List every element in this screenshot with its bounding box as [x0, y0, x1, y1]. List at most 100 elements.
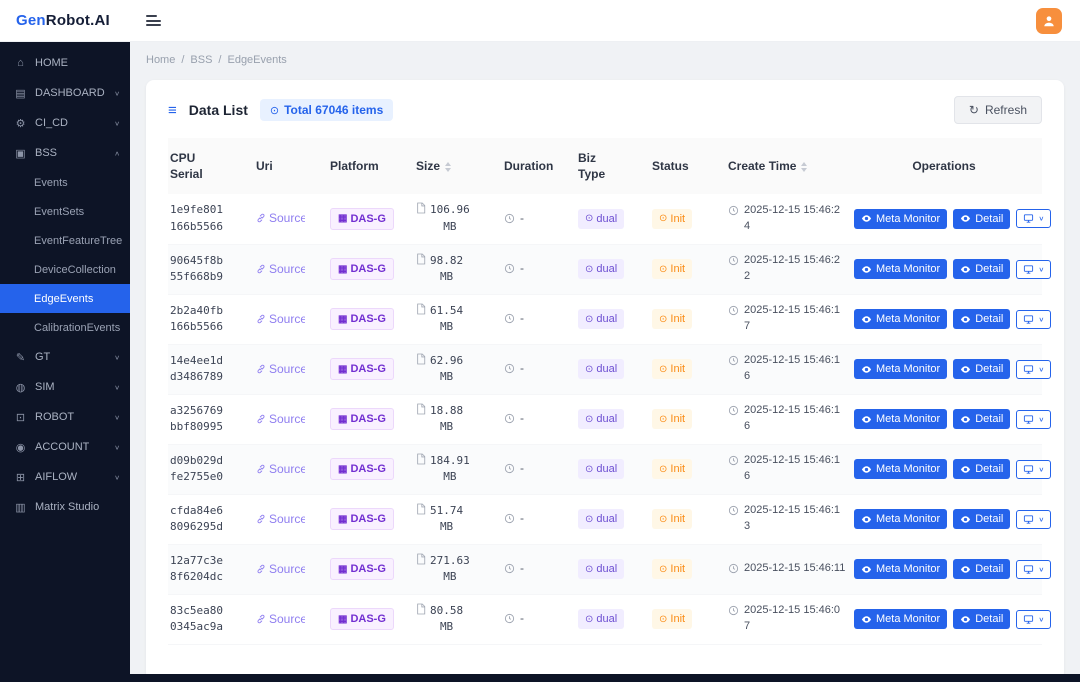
- sidebar-subitem-devicecollection[interactable]: DeviceCollection: [34, 263, 116, 276]
- cell-size: 98.82 MB: [408, 244, 496, 295]
- more-actions-dropdown[interactable]: ∨: [1016, 309, 1052, 329]
- detail-button[interactable]: Detail: [953, 509, 1011, 529]
- meta-monitor-button[interactable]: Meta Monitor: [854, 409, 948, 429]
- cell-uri: Source: [248, 594, 322, 645]
- cell-status: ⊙ Init: [644, 344, 720, 395]
- detail-button[interactable]: Detail: [953, 259, 1011, 279]
- chevron-down-icon: ∨: [1038, 265, 1045, 273]
- more-actions-dropdown[interactable]: ∨: [1016, 559, 1052, 579]
- sidebar-item-home[interactable]: ⌂ HOME: [0, 48, 130, 78]
- sidebar-item-account[interactable]: ◉ ACCOUNT ∨: [15, 441, 120, 454]
- grid-icon: ▦: [338, 463, 348, 475]
- page-title: Data List: [188, 102, 248, 118]
- sidebar-subitem-calibrationevents[interactable]: CalibrationEvents: [34, 321, 121, 334]
- detail-button[interactable]: Detail: [953, 409, 1011, 429]
- meta-monitor-button[interactable]: Meta Monitor: [854, 459, 948, 479]
- col-header-duration: Duration: [496, 138, 570, 194]
- main-area: Home / BSS / EdgeEvents ≡ Data List ⊙ To…: [130, 42, 1080, 674]
- brand-logo[interactable]: GenRobot.AI: [0, 12, 130, 29]
- sidebar-item-gt[interactable]: ✎ GT ∨: [15, 351, 120, 364]
- sidebar-item-aiflow[interactable]: ⊞ AIFLOW ∨: [15, 471, 120, 484]
- cell-status: ⊙ Init: [644, 194, 720, 245]
- sort-icon[interactable]: [801, 161, 808, 172]
- detail-button[interactable]: Detail: [953, 609, 1011, 629]
- col-header-create-time[interactable]: Create Time: [720, 138, 846, 194]
- breadcrumb-edgeevents[interactable]: EdgeEvents: [227, 54, 287, 66]
- more-actions-dropdown[interactable]: ∨: [1016, 409, 1052, 429]
- status-dot-icon: ⊙: [659, 213, 668, 225]
- meta-monitor-button[interactable]: Meta Monitor: [854, 309, 948, 329]
- table-body: 1e9fe801 166b5566 Source ▦ DAS-G 106.96 …: [168, 194, 1052, 645]
- grid-icon: ▦: [338, 413, 348, 425]
- source-link[interactable]: Source: [256, 312, 305, 326]
- detail-button[interactable]: Detail: [953, 309, 1011, 329]
- breadcrumb-bss[interactable]: BSS: [190, 54, 213, 66]
- source-link[interactable]: Source: [256, 362, 305, 376]
- meta-monitor-button[interactable]: Meta Monitor: [854, 259, 948, 279]
- grid-icon: ▦: [338, 313, 348, 325]
- sidebar-item-dashboard[interactable]: ▤ DASHBOARD ∨: [15, 87, 120, 100]
- source-link[interactable]: Source: [256, 211, 305, 225]
- file-icon: [417, 253, 426, 264]
- meta-monitor-button[interactable]: Meta Monitor: [854, 559, 948, 579]
- sidebar-subitem-eventfeaturetree[interactable]: EventFeatureTree: [34, 234, 123, 247]
- meta-monitor-button[interactable]: Meta Monitor: [854, 509, 948, 529]
- source-link[interactable]: Source: [256, 512, 305, 526]
- cell-uri: Source: [248, 294, 322, 345]
- more-actions-dropdown[interactable]: ∨: [1016, 459, 1052, 479]
- detail-button[interactable]: Detail: [953, 208, 1011, 229]
- target-icon: ⊙: [585, 263, 594, 275]
- detail-button[interactable]: Detail: [953, 359, 1011, 379]
- more-actions-dropdown[interactable]: ∨: [1016, 259, 1052, 279]
- eye-icon: [861, 365, 872, 373]
- more-actions-dropdown[interactable]: ∨: [1016, 609, 1052, 629]
- robot-icon: ⊡: [15, 411, 26, 424]
- eye-icon: [861, 415, 872, 423]
- status-badge: ⊙ Init: [652, 608, 693, 630]
- cell-status: ⊙ Init: [644, 294, 720, 345]
- refresh-button[interactable]: ↻ Refresh: [953, 96, 1042, 124]
- breadcrumb-home[interactable]: Home: [146, 54, 176, 66]
- clock-icon: [728, 255, 739, 266]
- sidebar-item-ci-cd[interactable]: ⚙ CI_CD ∨: [15, 117, 120, 130]
- meta-monitor-button[interactable]: Meta Monitor: [854, 609, 948, 629]
- sidebar-item-matrix-studio[interactable]: ▥ Matrix Studio: [15, 501, 100, 514]
- table-row: 83c5ea80 0345ac9a Source ▦ DAS-G 80.58 M…: [168, 594, 1052, 645]
- sidebar-subitem-eventsets[interactable]: EventSets: [34, 205, 85, 218]
- chevron-down-icon: ∨: [1038, 365, 1045, 373]
- file-icon: [417, 603, 426, 614]
- more-actions-dropdown[interactable]: ∨: [1016, 209, 1052, 229]
- source-link[interactable]: Source: [256, 562, 305, 576]
- status-badge: ⊙ Init: [652, 508, 693, 530]
- ci-cd-icon: ⚙: [15, 117, 26, 130]
- sidebar-subitem-events[interactable]: Events: [34, 176, 68, 189]
- source-link[interactable]: Source: [256, 612, 305, 626]
- cell-create-time: 2025-12-15 15:46:1 6: [720, 394, 846, 445]
- col-header-size[interactable]: Size: [408, 138, 496, 194]
- sidebar-item-robot[interactable]: ⊡ ROBOT ∨: [15, 411, 120, 424]
- clock-icon: [728, 563, 739, 574]
- source-link[interactable]: Source: [256, 262, 305, 276]
- collapse-sidebar-icon[interactable]: [146, 15, 161, 26]
- sidebar-item-bss[interactable]: ▣ BSS ∧: [15, 147, 120, 160]
- more-actions-dropdown[interactable]: ∨: [1016, 509, 1052, 529]
- platform-tag: ▦ DAS-G: [330, 257, 394, 281]
- source-link[interactable]: Source: [256, 462, 305, 476]
- col-header-status: Status: [644, 138, 720, 194]
- meta-monitor-button[interactable]: Meta Monitor: [854, 359, 948, 379]
- sidebar-subitem-edgeevents[interactable]: EdgeEvents: [0, 284, 130, 313]
- user-avatar[interactable]: [1036, 7, 1062, 34]
- eye-icon: [861, 265, 872, 273]
- sidebar-item-sim[interactable]: ◍ SIM ∨: [15, 381, 120, 394]
- detail-button[interactable]: Detail: [953, 459, 1011, 479]
- source-link[interactable]: Source: [256, 412, 305, 426]
- more-actions-dropdown[interactable]: ∨: [1016, 359, 1052, 379]
- biz-type-tag: ⊙ dual: [578, 358, 625, 380]
- file-icon: [417, 453, 426, 464]
- sort-icon[interactable]: [445, 161, 452, 172]
- clock-icon: [728, 455, 739, 466]
- eye-icon: [961, 565, 971, 573]
- detail-button[interactable]: Detail: [953, 559, 1011, 579]
- meta-monitor-button[interactable]: Meta Monitor: [854, 208, 948, 229]
